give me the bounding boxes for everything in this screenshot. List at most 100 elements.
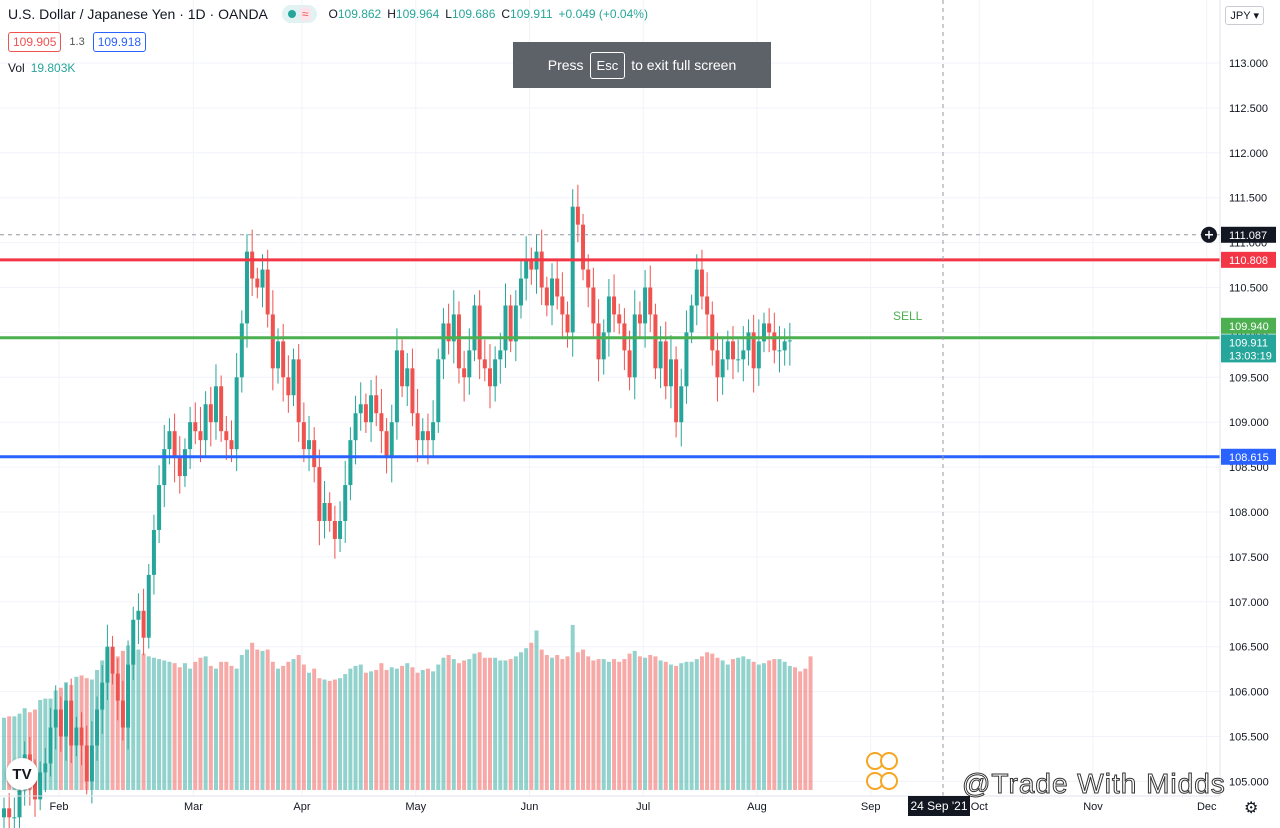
sell-button[interactable]: 109.905 bbox=[8, 32, 62, 52]
candle-body bbox=[694, 269, 699, 306]
sell-level-tag-text: 109.940 bbox=[1229, 321, 1269, 333]
volume-bar bbox=[653, 656, 658, 790]
volume-bar bbox=[503, 660, 508, 790]
candle-body bbox=[772, 332, 777, 351]
volume-bar bbox=[157, 659, 162, 790]
candle-body bbox=[338, 520, 343, 539]
volume-bar bbox=[410, 667, 415, 790]
candle-body bbox=[477, 305, 482, 360]
candle-body bbox=[167, 431, 172, 450]
price-axis[interactable]: 113.000112.500112.000111.500111.000110.5… bbox=[1219, 0, 1269, 796]
currency-select[interactable]: JPY ▾ bbox=[1225, 6, 1264, 25]
candle-body bbox=[17, 790, 22, 818]
volume-bar bbox=[43, 698, 48, 790]
candle-body bbox=[203, 404, 208, 441]
candle-body bbox=[358, 404, 363, 414]
candle-body bbox=[379, 413, 384, 432]
candle-body bbox=[467, 350, 472, 378]
candle-body bbox=[260, 269, 265, 288]
candle-body bbox=[307, 440, 312, 450]
candle-body bbox=[431, 422, 436, 441]
candle-body bbox=[343, 485, 348, 521]
volume-legend[interactable]: Vol 19.803K bbox=[8, 61, 75, 75]
time-axis[interactable]: Feb Mar Apr May Jun Jul Aug Sep Oct Nov Dec bbox=[0, 795, 1220, 813]
candle-body bbox=[281, 341, 286, 378]
volume-bar bbox=[591, 660, 596, 790]
candle-body bbox=[188, 422, 193, 450]
volume-bar bbox=[255, 649, 260, 790]
sell-level-tag bbox=[1221, 317, 1276, 334]
candle-body bbox=[126, 664, 131, 728]
candle-body bbox=[767, 323, 772, 333]
price-tick-label: 109.500 bbox=[1229, 372, 1269, 384]
candle-body bbox=[441, 323, 446, 360]
volume-bar bbox=[141, 653, 146, 790]
volume-bar bbox=[627, 653, 632, 790]
ohlc-high: 109.964 bbox=[395, 7, 440, 21]
volume-bar bbox=[767, 660, 772, 790]
economic-event-icon[interactable] bbox=[880, 752, 898, 770]
volume-label: Vol bbox=[8, 61, 25, 75]
volume-bar bbox=[668, 664, 673, 790]
volume-bar bbox=[793, 667, 798, 790]
candle-body bbox=[239, 323, 244, 378]
candle-body bbox=[53, 709, 58, 728]
last-price-text: 109.911 bbox=[1229, 337, 1268, 349]
horizontal-levels[interactable]: SELL bbox=[0, 258, 1220, 459]
volume-bar bbox=[462, 660, 467, 790]
volume-bar bbox=[663, 661, 668, 790]
candle-body bbox=[120, 700, 125, 728]
volume-bar bbox=[725, 664, 730, 790]
volume-bar bbox=[105, 652, 110, 790]
settings-gear-icon[interactable]: ⚙ bbox=[1244, 800, 1259, 817]
volume-bar bbox=[570, 625, 575, 790]
volume-bar bbox=[213, 668, 218, 790]
volume-bar bbox=[581, 649, 586, 790]
candle-body bbox=[369, 395, 374, 423]
volume-bar bbox=[400, 665, 405, 790]
candle-body bbox=[705, 296, 710, 315]
volume-bar bbox=[441, 657, 446, 790]
candle-body bbox=[74, 727, 79, 746]
status-pill[interactable]: ≈ bbox=[281, 5, 317, 23]
candle-body bbox=[2, 808, 6, 818]
candle-body bbox=[487, 368, 492, 387]
tradingview-logo[interactable]: TV bbox=[6, 758, 38, 790]
candle-body bbox=[446, 323, 451, 342]
volume-bar bbox=[38, 700, 43, 790]
candle-body bbox=[296, 359, 301, 423]
buy-button[interactable]: 109.918 bbox=[92, 32, 147, 52]
candle-body bbox=[715, 350, 720, 378]
volume-bar bbox=[694, 659, 699, 790]
time-tick-label: Dec bbox=[1197, 801, 1217, 813]
candle-body bbox=[436, 359, 441, 423]
symbol-title[interactable]: U.S. Dollar / Japanese Yen · 1D · OANDA bbox=[8, 6, 268, 22]
chevron-down-icon: ▾ bbox=[1253, 10, 1259, 22]
economic-event-icon[interactable] bbox=[880, 772, 898, 790]
candle-body bbox=[332, 520, 337, 539]
volume-bar bbox=[679, 663, 684, 790]
candle-body bbox=[301, 422, 306, 450]
candle-body bbox=[658, 341, 663, 369]
candle-body bbox=[400, 350, 405, 387]
ohlc-open: 109.862 bbox=[337, 7, 382, 21]
candle-body bbox=[586, 269, 591, 288]
candle-body bbox=[581, 224, 586, 270]
candle-body bbox=[348, 440, 353, 486]
candle-body bbox=[193, 422, 198, 432]
candle-body bbox=[100, 682, 105, 710]
volume-bar bbox=[777, 659, 782, 790]
volume-bar bbox=[431, 671, 436, 790]
candle-body bbox=[410, 368, 415, 414]
candle-body bbox=[157, 485, 162, 530]
volume-bar bbox=[689, 661, 694, 790]
volume-bar bbox=[291, 659, 296, 790]
candle-body bbox=[560, 296, 565, 315]
volume-bar bbox=[539, 649, 544, 790]
volume-bar bbox=[736, 657, 741, 790]
candle-body bbox=[131, 619, 136, 665]
volume-bar bbox=[322, 679, 327, 790]
price-tick-label: 107.000 bbox=[1229, 597, 1269, 609]
spread-value: 1.3 bbox=[69, 36, 85, 48]
